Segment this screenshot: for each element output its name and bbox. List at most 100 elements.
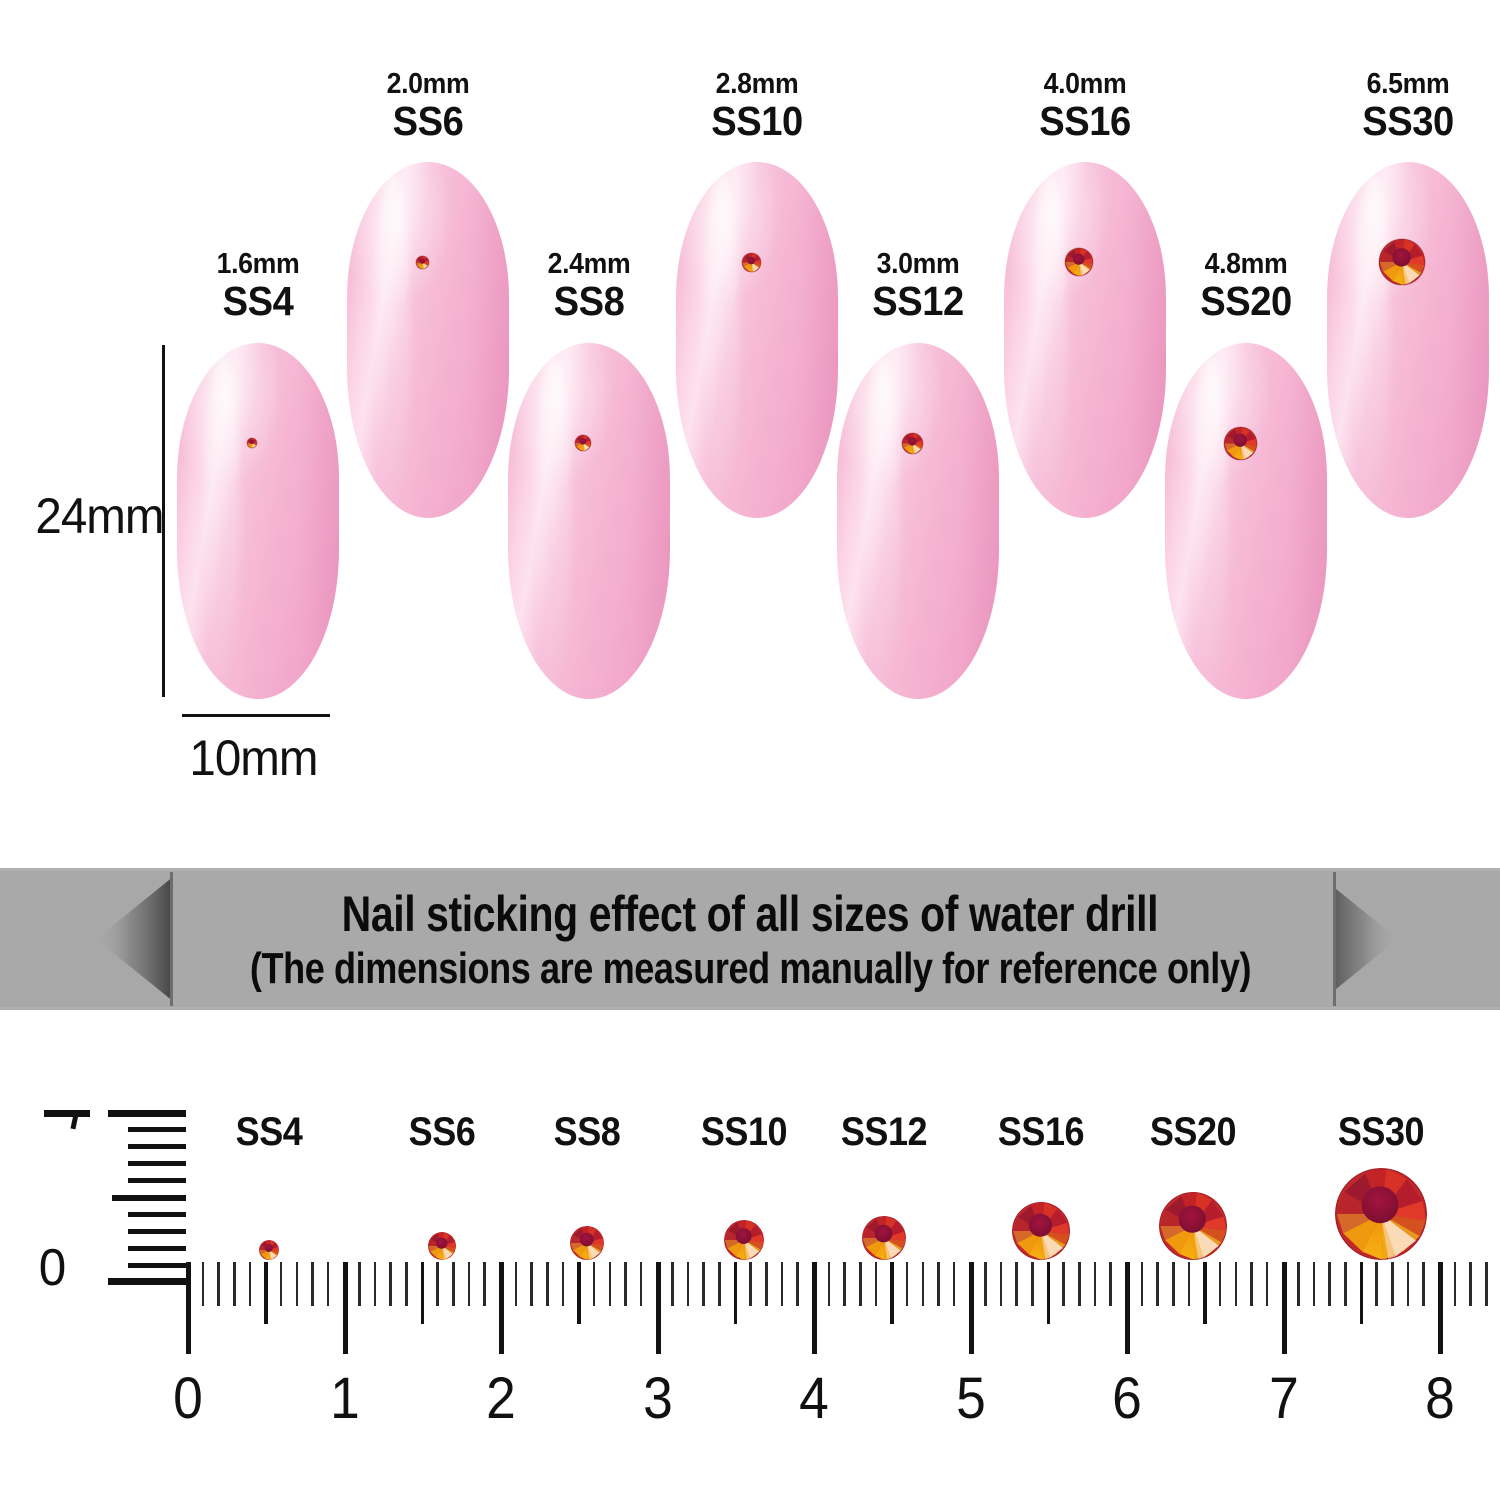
ruler-minor-tick [639, 1262, 643, 1306]
ruler-minor-tick [827, 1262, 831, 1306]
banner-top-edge [0, 868, 1500, 871]
ruler-minor-tick [937, 1262, 940, 1306]
nail-ss8 [508, 343, 670, 699]
ruler-minor-tick [1297, 1262, 1300, 1306]
ruler-size-label-ss20: SS20 [1149, 1110, 1237, 1154]
ruler-half-tick [1046, 1262, 1051, 1324]
ruler-minor-tick [217, 1262, 220, 1306]
nail-mm-label: 6.5mm [1366, 68, 1450, 100]
ruler-number-4: 4 [799, 1366, 829, 1431]
ruler-minor-tick [405, 1262, 408, 1306]
ruler-minor-tick [514, 1262, 518, 1306]
ruler-minor-tick [279, 1262, 283, 1306]
ruler-minor-tick [467, 1262, 471, 1306]
ruler-minor-tick [608, 1262, 612, 1306]
vertical-ruler-seven-mark [44, 1110, 90, 1117]
ruler-size-label-ss6: SS6 [408, 1110, 475, 1154]
ruler-rhinestone-ss12 [862, 1216, 907, 1260]
ruler-minor-tick [1187, 1262, 1191, 1306]
nail-ss-label: SS30 [1362, 97, 1454, 144]
ruler-major-tick [1125, 1262, 1130, 1354]
nail-ss30 [1327, 162, 1489, 518]
rhinestone-on-nail-ss20 [1223, 426, 1257, 460]
ruler-section: 7 0 0 1 2 3 4 5 6 7 8 [0, 1010, 1500, 1500]
ruler-minor-tick [1422, 1262, 1425, 1306]
ruler-minor-tick [1406, 1262, 1410, 1306]
ruler-minor-tick [874, 1262, 878, 1306]
ruler-minor-tick [545, 1262, 549, 1306]
ruler-rhinestone-ss10 [723, 1220, 764, 1260]
width-measure-label: 10mm [189, 730, 318, 786]
nail-ss-label: SS20 [1200, 277, 1292, 324]
ruler-minor-tick [561, 1262, 565, 1306]
ruler-number-0: 0 [173, 1366, 203, 1431]
ruler-minor-tick [1015, 1262, 1019, 1306]
ruler-minor-tick [765, 1262, 768, 1306]
ruler-half-tick [264, 1262, 268, 1324]
ruler-minor-tick [1265, 1262, 1269, 1306]
nail-size-label-ss16: 4.0mm SS16 [965, 69, 1205, 144]
rhinestone-on-nail-ss16 [1065, 248, 1093, 276]
vertical-ruler-tick [128, 1229, 186, 1234]
banner-text: Nail sticking effect of all sizes of wat… [170, 874, 1330, 1006]
banner-fold-left-icon [96, 876, 174, 1002]
ruler-minor-tick [843, 1262, 846, 1306]
ruler-half-tick [420, 1262, 425, 1324]
ruler-minor-tick [1109, 1262, 1112, 1306]
banner-fold-right-icon [1320, 876, 1398, 1002]
ruler-major-tick [968, 1262, 974, 1354]
ruler-minor-tick [858, 1262, 862, 1306]
height-measure-label: 24mm [35, 488, 164, 544]
nail-ss-label: SS4 [222, 277, 294, 324]
vertical-ruler-tick [112, 1195, 186, 1201]
banner-headline: Nail sticking effect of all sizes of wat… [341, 886, 1159, 943]
rhinestone-on-nail-ss8 [575, 435, 591, 451]
vertical-ruler-tick [128, 1246, 186, 1251]
vertical-ruler-tick [128, 1127, 186, 1132]
vertical-ruler-tick [108, 1278, 186, 1285]
ruler-minor-tick [796, 1262, 799, 1306]
ruler-size-label-ss10: SS10 [700, 1110, 787, 1154]
height-measure-line [162, 345, 165, 697]
ruler-minor-tick [1093, 1262, 1097, 1306]
ruler-minor-tick [702, 1262, 706, 1306]
ruler-rhinestone-ss6 [427, 1232, 456, 1260]
ruler-minor-tick [389, 1262, 393, 1306]
nail-ss10 [676, 162, 838, 518]
ruler-minor-tick [718, 1262, 721, 1306]
ruler-minor-tick [999, 1262, 1003, 1306]
nail-size-label-ss20: 4.8mm SS20 [1126, 249, 1366, 324]
ruler-minor-tick [452, 1262, 455, 1306]
nail-mm-label: 3.0mm [876, 248, 960, 280]
ruler-minor-tick [483, 1262, 486, 1306]
ruler-major-tick [186, 1262, 191, 1354]
ruler-rhinestone-ss4 [259, 1240, 280, 1260]
ruler-minor-tick [295, 1262, 299, 1306]
ruler-minor-tick [686, 1262, 690, 1306]
nail-size-label-ss10: 2.8mm SS10 [637, 69, 877, 144]
ruler-minor-tick [1218, 1262, 1222, 1306]
banner-subline: (The dimensions are measured manually fo… [249, 944, 1251, 994]
ruler-minor-tick [248, 1262, 252, 1306]
ruler-minor-tick [373, 1262, 377, 1306]
nail-size-label-ss12: 3.0mm SS12 [798, 248, 1038, 324]
nail-ss6 [347, 162, 509, 518]
ruler-number-1: 1 [329, 1366, 360, 1431]
ruler-minor-tick [1078, 1262, 1081, 1306]
ruler-minor-tick [1484, 1262, 1488, 1306]
ruler-minor-tick [921, 1262, 925, 1306]
nail-ss-label: SS12 [872, 277, 964, 324]
ruler-minor-tick [624, 1262, 627, 1306]
rhinestone-on-nail-ss4 [247, 438, 257, 448]
ruler-half-tick [1359, 1262, 1364, 1324]
nail-size-label-ss30: 6.5mm SS30 [1288, 68, 1500, 144]
ruler-minor-tick [1140, 1262, 1144, 1306]
nail-ss-label: SS16 [1039, 97, 1131, 144]
ruler-rhinestone-ss20 [1158, 1192, 1227, 1260]
ruler-minor-tick [1171, 1262, 1175, 1306]
ruler-minor-tick [1375, 1262, 1378, 1306]
rhinestone-on-nail-ss30 [1379, 239, 1425, 285]
nail-ss-label: SS10 [711, 97, 803, 144]
ruler-number-2: 2 [486, 1366, 516, 1431]
